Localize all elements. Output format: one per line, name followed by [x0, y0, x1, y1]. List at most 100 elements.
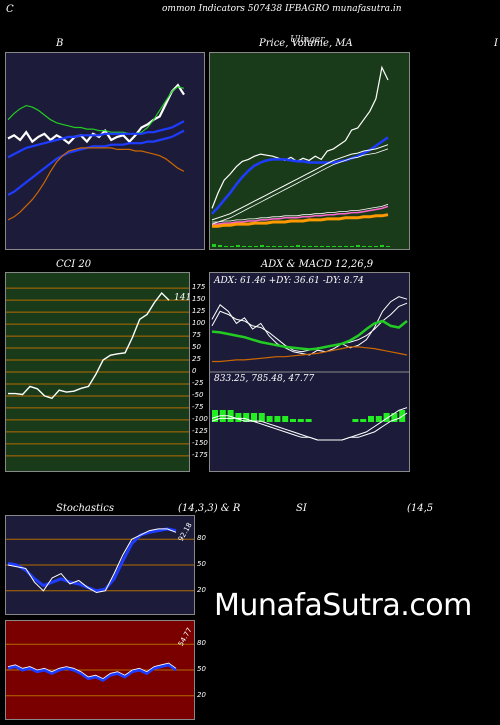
rsi-tick-1: 50: [197, 665, 206, 673]
header-left: C: [6, 4, 14, 15]
volume-bar-23: [350, 246, 354, 247]
volume-bar-18: [320, 246, 324, 247]
stoch-tick-0: 80: [197, 534, 206, 543]
cci-tick-11: -100: [192, 414, 208, 423]
rsi-panel: 54.77: [5, 620, 195, 720]
adx-white2: [211, 302, 408, 353]
cci-tick-4: 75: [192, 331, 201, 340]
volume-bar-6: [248, 246, 252, 247]
volume-bar-3: [230, 246, 234, 247]
bb-title: B: [56, 38, 64, 49]
macd-hist-10: [290, 419, 296, 422]
cci-tick-8: -25: [192, 378, 204, 387]
volume-bar-7: [254, 246, 258, 247]
macd-hist-23: [391, 413, 398, 422]
macd-hist-21: [375, 416, 382, 422]
header-bar: C ommon Indicators 507438 IFBAGRO munafa…: [0, 0, 500, 18]
bollinger-series-4: [7, 147, 185, 221]
rsi-chart: 54.77: [6, 626, 194, 697]
stoch-title: Stochastics: [56, 503, 114, 514]
volume-bar-8: [260, 245, 264, 247]
adx-readout: ADX: 61.46 +DY: 36.61 -DY: 8.74: [214, 276, 364, 286]
adx-macd-chart: [210, 296, 409, 441]
bollinger-series-1: [7, 86, 185, 135]
macd-hist-4: [243, 413, 250, 422]
volume-bar-12: [284, 246, 288, 247]
stoch-panel: 92.18: [5, 515, 195, 615]
cci-line: [8, 291, 170, 400]
macd-hist-22: [383, 413, 390, 422]
volume-bar-15: [302, 246, 306, 247]
macd-hist-3: [235, 413, 242, 422]
bollinger-series-2: [7, 120, 185, 159]
rsi-tick-0: 80: [197, 639, 206, 648]
cci-tick-9: -50: [192, 390, 204, 399]
price-ma-alt: [212, 203, 389, 223]
macd-line2: [211, 412, 408, 441]
rsi-tick-2: 20: [197, 690, 206, 699]
macd-hist-5: [251, 413, 257, 422]
volume-bar-28: [380, 245, 384, 247]
cci-tick-12: -125: [192, 426, 208, 435]
rsi-rsi-line: [7, 663, 177, 683]
cci-chart: [6, 287, 189, 457]
macd-hist-11: [297, 419, 304, 422]
cci-tick-2: 125: [192, 307, 206, 316]
stoch-params: (14,3,3) & R: [178, 503, 241, 514]
rsi-params: (14,5: [407, 503, 434, 514]
price-series-0: [211, 65, 389, 209]
rsi-rsi-white: [7, 662, 177, 680]
volume-bar-20: [332, 246, 336, 247]
volume-bar-10: [272, 246, 276, 247]
stoch-axis: 80 50 20: [197, 515, 213, 615]
volume-bar-5: [242, 246, 246, 247]
volume-bar-25: [362, 246, 366, 247]
macd-hist-20: [368, 416, 374, 422]
stoch-d-line: [7, 527, 177, 593]
volume-bar-26: [368, 246, 372, 247]
cci-tick-3: 100: [192, 319, 206, 328]
macd-hist-12: [305, 419, 312, 422]
price-series-4: [212, 213, 389, 228]
cci-tick-10: -75: [192, 402, 204, 411]
price-series-1: [211, 136, 389, 215]
right-edge-label: I: [494, 38, 498, 49]
volume-bar-9: [266, 246, 270, 247]
cci-tick-7: 0: [192, 367, 197, 375]
cci-tick-14: -175: [192, 450, 208, 459]
stoch-k-line: [7, 528, 177, 594]
price-ma-shadow: [211, 148, 389, 225]
watermark: MunafaSutra.com: [214, 588, 472, 623]
price-overlay-label: Ulinger: [290, 35, 325, 45]
adx-macd-panel: ADX: 61.46 +DY: 36.61 -DY: 8.74 833.25, …: [209, 272, 410, 472]
volume-bar-29: [386, 246, 390, 247]
bollinger-panel: [5, 52, 205, 250]
volume-bar-4: [236, 245, 240, 247]
price-ma-title: Price, Volume, MA: [259, 38, 353, 49]
macd-hist-19: [360, 419, 367, 422]
price-chart: [211, 65, 390, 247]
adx-white1: [211, 296, 408, 356]
macd-line1: [211, 407, 408, 441]
bollinger-series-3: [7, 129, 185, 196]
cci-title: CCI 20: [56, 259, 92, 270]
volume-bar-13: [290, 246, 294, 247]
macd-hist-18: [352, 419, 359, 422]
price-panel: [209, 52, 410, 250]
macd-group: [211, 407, 408, 441]
volume-bar-11: [278, 246, 282, 247]
volume-bar-24: [356, 245, 360, 247]
adx-green: [211, 319, 408, 351]
volume-bar-14: [296, 245, 300, 247]
header-title: ommon Indicators 507438 IFBAGRO munafasu…: [162, 4, 402, 14]
cci-tick-13: -150: [192, 438, 208, 447]
cci-tick-5: 50: [192, 343, 201, 352]
volume-bar-16: [308, 246, 312, 247]
macd-hist-9: [282, 416, 289, 422]
adx-title: ADX & MACD 12,26,9: [261, 259, 374, 270]
si-title: SI: [296, 503, 307, 514]
volume-bar-21: [338, 246, 342, 247]
stoch-tick-2: 20: [197, 585, 206, 594]
macd-hist-8: [274, 416, 281, 422]
price-series-3: [212, 205, 389, 225]
